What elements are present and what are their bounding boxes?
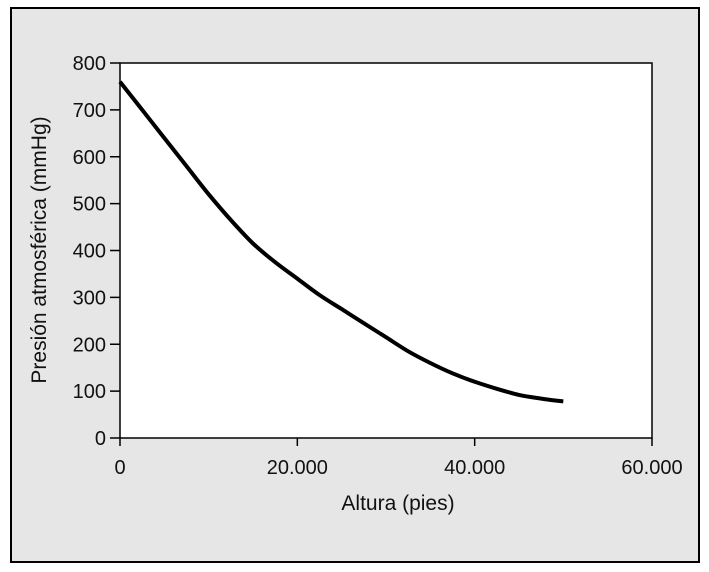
y-tick-label: 800 [73, 53, 106, 75]
y-tick-label: 600 [73, 147, 106, 169]
y-tick-label: 300 [73, 287, 106, 309]
x-tick-label: 0 [114, 457, 125, 479]
y-tick-label: 400 [73, 241, 106, 263]
y-tick-label: 200 [73, 334, 106, 356]
y-tick-label: 700 [73, 100, 106, 122]
y-axis-label: Presión atmosférica (mmHg) [28, 116, 51, 383]
x-axis-label: Altura (pies) [341, 492, 454, 515]
x-tick-label: 20.000 [267, 457, 328, 479]
plot-area [119, 62, 653, 439]
y-tick-label: 0 [95, 428, 106, 450]
y-tick-label: 100 [73, 381, 106, 403]
series-line [118, 80, 564, 404]
y-tick-label: 500 [73, 194, 106, 216]
x-tick-label: 40.000 [444, 457, 505, 479]
x-axis: 0 20.000 40.000 60.000 [114, 438, 683, 479]
y-axis: 0 100 200 300 400 500 600 700 800 [73, 53, 120, 450]
x-tick-label: 60.000 [621, 457, 682, 479]
